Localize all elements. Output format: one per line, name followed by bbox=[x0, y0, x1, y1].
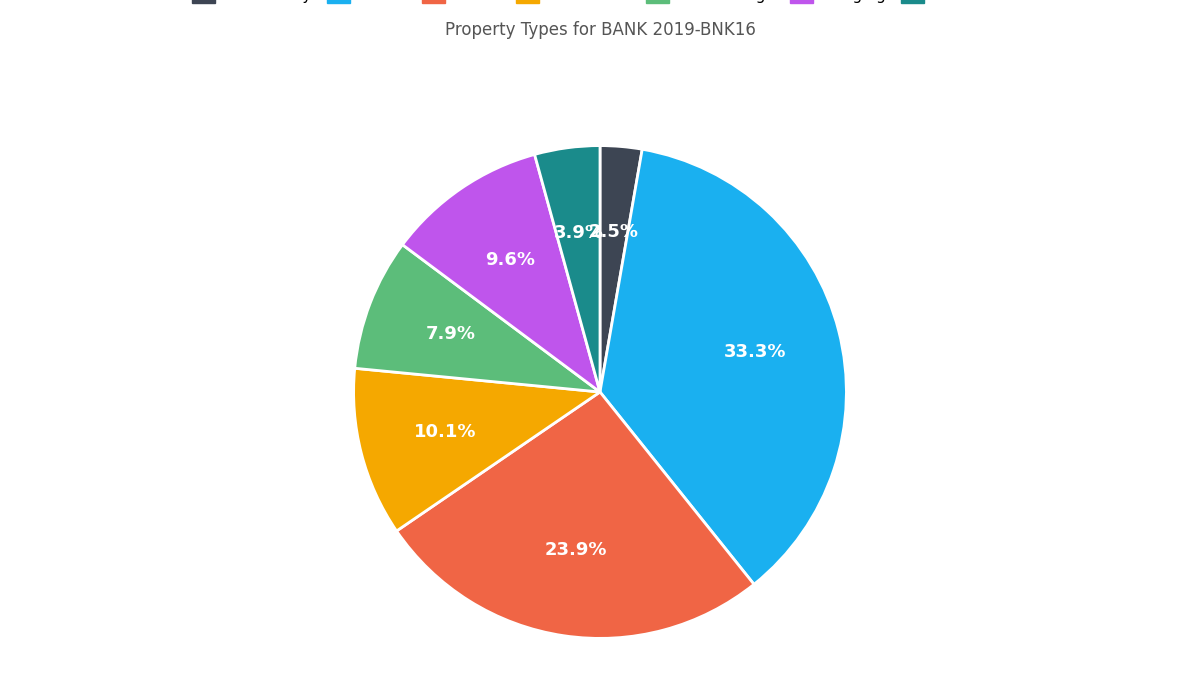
Wedge shape bbox=[396, 392, 754, 638]
Wedge shape bbox=[355, 245, 600, 392]
Wedge shape bbox=[354, 368, 600, 531]
Text: 9.6%: 9.6% bbox=[485, 251, 535, 269]
Legend: Multifamily, Office, Retail, Mixed-Use, Self Storage, Lodging, Industrial: Multifamily, Office, Retail, Mixed-Use, … bbox=[186, 0, 1014, 9]
Text: 23.9%: 23.9% bbox=[545, 541, 607, 559]
Wedge shape bbox=[402, 155, 600, 392]
Wedge shape bbox=[534, 146, 600, 392]
Text: 3.9%: 3.9% bbox=[553, 224, 604, 242]
Text: 10.1%: 10.1% bbox=[414, 423, 476, 441]
Wedge shape bbox=[600, 146, 642, 392]
Text: 33.3%: 33.3% bbox=[724, 343, 786, 361]
Text: Property Types for BANK 2019-BNK16: Property Types for BANK 2019-BNK16 bbox=[444, 21, 756, 39]
Text: 7.9%: 7.9% bbox=[426, 326, 475, 343]
Text: 2.5%: 2.5% bbox=[589, 223, 638, 242]
Wedge shape bbox=[600, 149, 846, 584]
